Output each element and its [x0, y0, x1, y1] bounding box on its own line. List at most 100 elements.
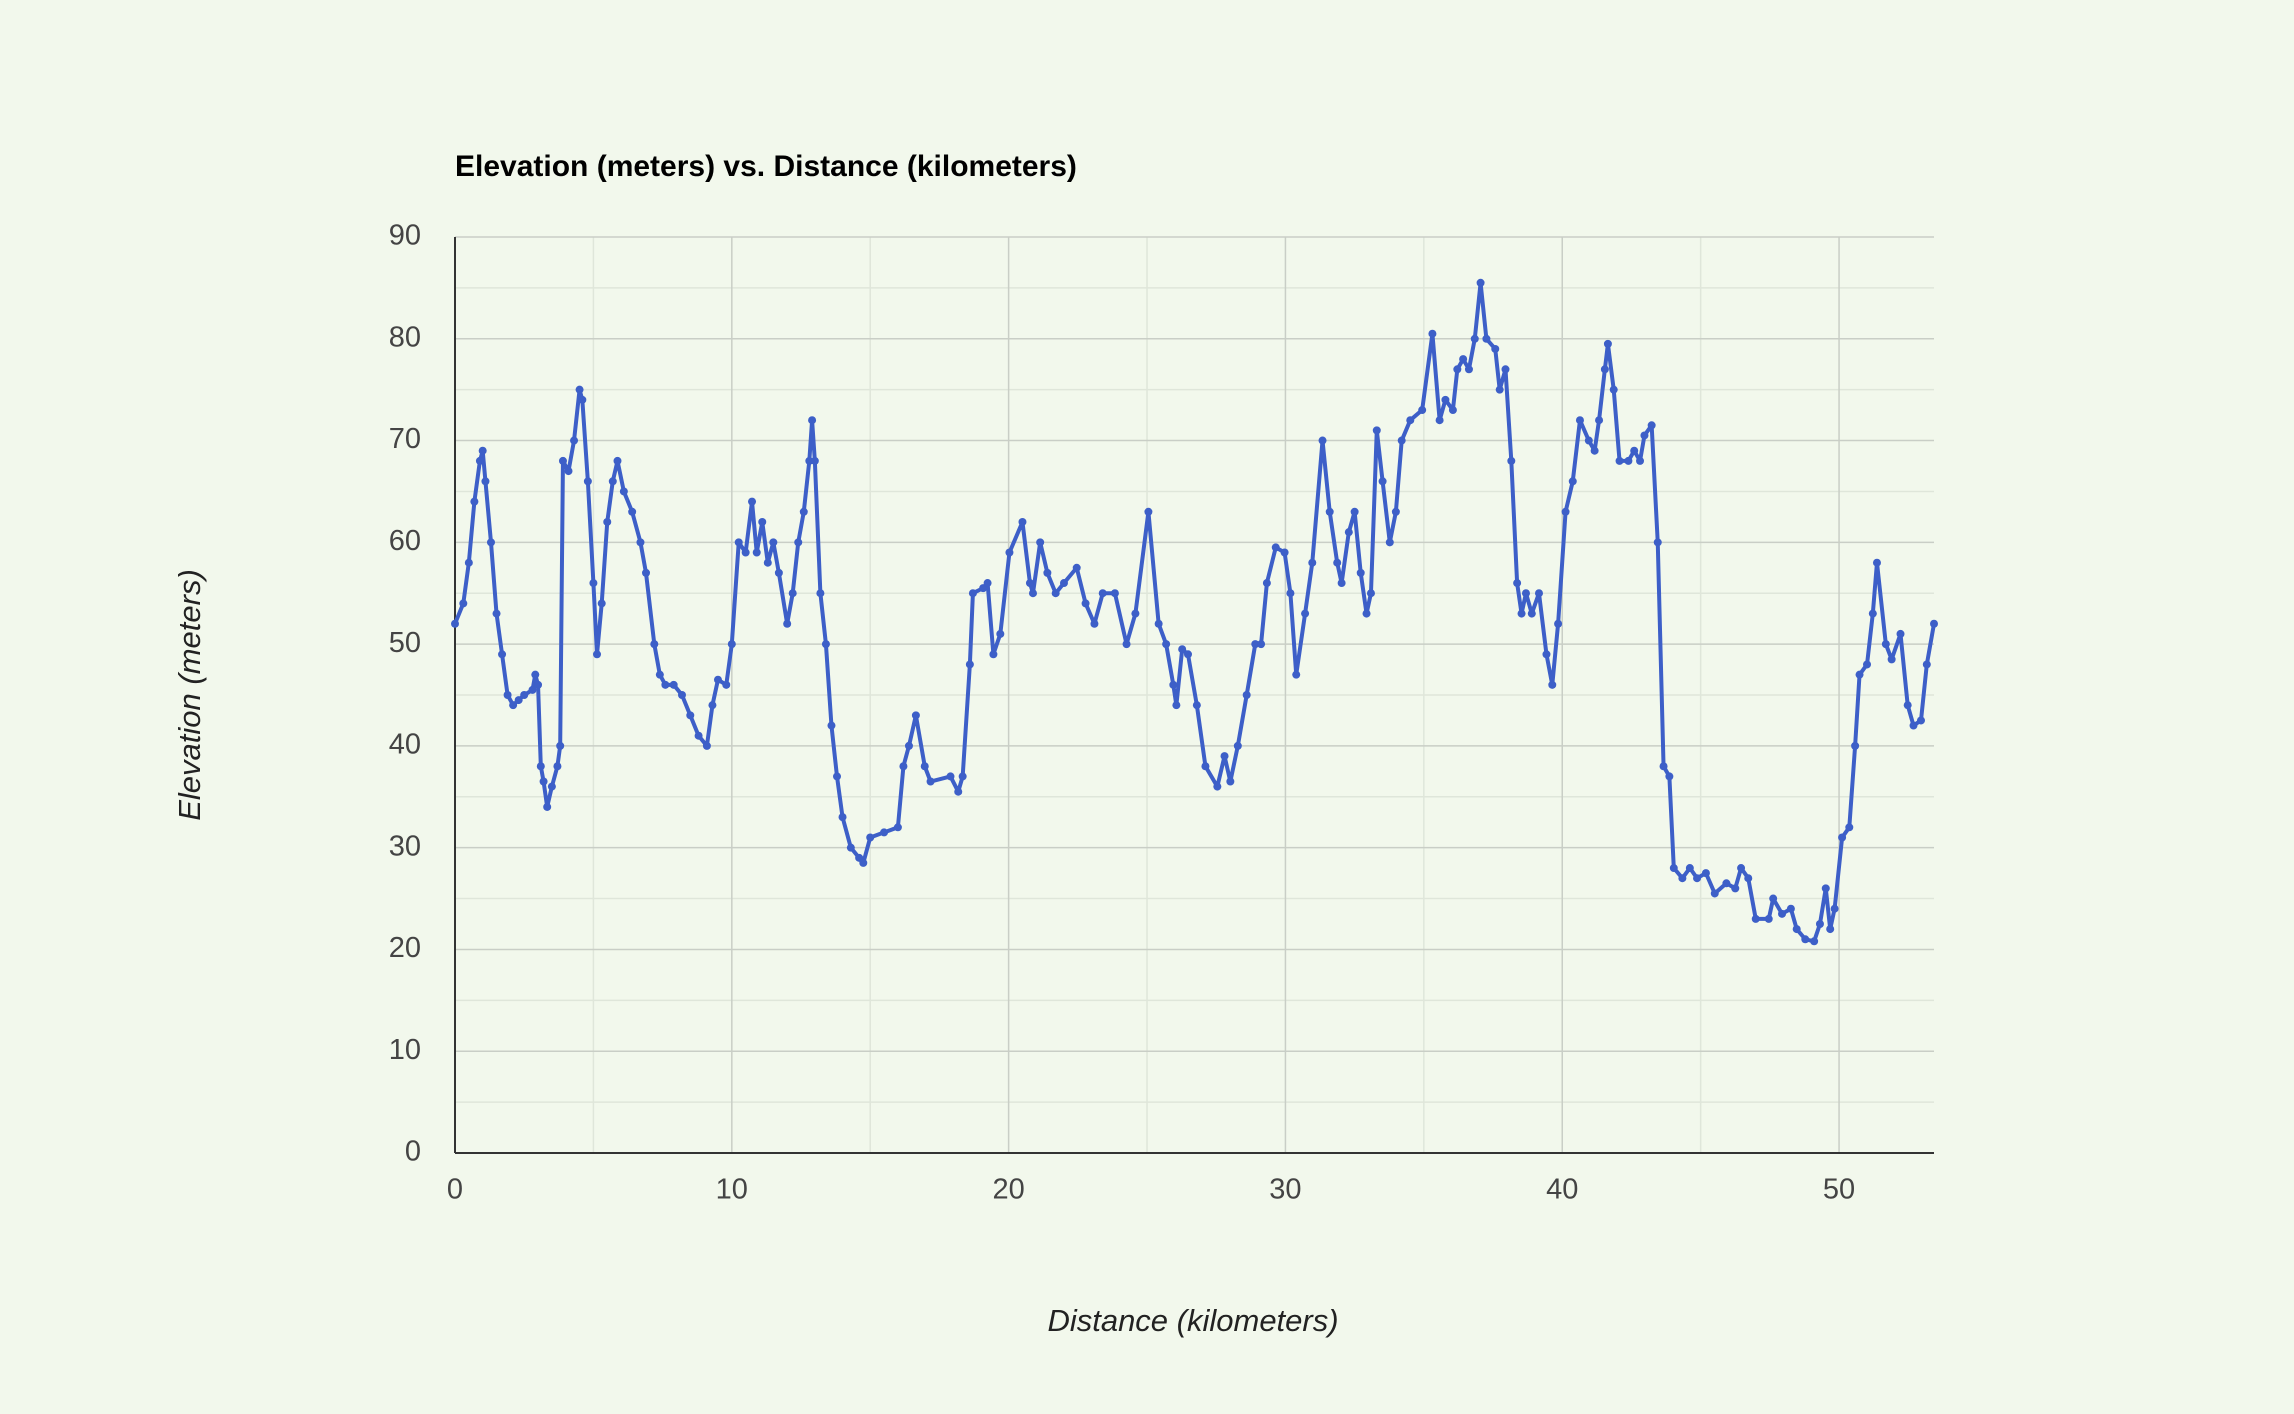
point	[1344, 528, 1353, 537]
y-tick-label: 10	[389, 1034, 421, 1066]
point	[805, 456, 814, 465]
point	[880, 828, 889, 837]
point	[702, 741, 711, 750]
point	[1513, 579, 1522, 588]
point	[564, 467, 573, 476]
point	[1464, 365, 1473, 374]
point	[451, 619, 459, 628]
point	[1110, 589, 1119, 598]
point	[1005, 548, 1014, 557]
point	[904, 741, 913, 750]
point	[794, 538, 803, 547]
x-axis-title: Distance (kilometers)	[1047, 1303, 1338, 1338]
point	[1665, 772, 1674, 781]
point	[1350, 507, 1359, 516]
point	[748, 497, 757, 506]
point	[534, 680, 543, 689]
point	[1233, 741, 1242, 750]
point	[838, 813, 847, 822]
point	[575, 385, 584, 394]
point	[1286, 589, 1295, 598]
point	[1406, 416, 1415, 425]
point	[475, 456, 484, 465]
point	[1226, 777, 1235, 786]
point	[1659, 762, 1668, 771]
point	[1603, 339, 1612, 348]
point	[1501, 365, 1510, 374]
point	[734, 538, 743, 547]
point	[788, 589, 797, 598]
point	[1751, 914, 1760, 923]
point	[1710, 889, 1719, 898]
point	[799, 507, 808, 516]
point	[1590, 446, 1599, 455]
point	[1242, 691, 1251, 699]
point	[1453, 365, 1462, 374]
point	[1568, 477, 1577, 486]
point	[531, 670, 540, 679]
point	[1826, 925, 1835, 934]
point	[1786, 904, 1795, 913]
point	[1521, 589, 1530, 598]
point	[1059, 579, 1068, 588]
point	[832, 772, 841, 781]
point	[893, 823, 902, 832]
y-tick-label: 80	[389, 321, 421, 353]
point	[1391, 507, 1400, 516]
point	[1018, 517, 1027, 526]
point	[553, 762, 562, 771]
point	[528, 685, 537, 694]
point	[478, 446, 487, 455]
point	[1810, 937, 1819, 946]
point	[1584, 436, 1593, 445]
point	[536, 762, 545, 771]
point	[1838, 833, 1847, 842]
point	[1036, 538, 1045, 547]
point	[1144, 507, 1153, 516]
point	[1778, 909, 1787, 918]
point	[1737, 864, 1746, 873]
point	[1428, 329, 1437, 338]
point	[866, 833, 875, 842]
point	[1251, 640, 1260, 649]
point	[708, 701, 717, 710]
y-tick-label: 50	[389, 627, 421, 659]
point	[1903, 701, 1912, 710]
point	[539, 777, 548, 786]
point	[650, 640, 659, 649]
point	[608, 477, 617, 486]
point	[816, 589, 825, 598]
point	[1636, 456, 1645, 465]
point	[899, 762, 908, 771]
point	[1624, 456, 1633, 465]
point	[713, 675, 722, 684]
point	[1554, 619, 1563, 628]
point	[1372, 426, 1381, 435]
point	[1845, 823, 1854, 832]
point	[808, 416, 817, 425]
point	[1561, 507, 1570, 516]
point	[1534, 589, 1543, 598]
point	[503, 691, 512, 699]
point	[492, 609, 501, 618]
point	[1318, 436, 1327, 445]
point	[752, 548, 761, 557]
point	[1397, 436, 1406, 445]
point	[1600, 365, 1609, 374]
point	[763, 558, 772, 567]
point	[498, 650, 507, 659]
y-tick-label: 60	[389, 525, 421, 557]
point	[1257, 640, 1266, 649]
point	[1292, 670, 1301, 679]
point	[1647, 421, 1656, 430]
point	[1028, 589, 1037, 598]
point	[570, 436, 579, 445]
point	[603, 517, 612, 526]
point	[1792, 925, 1801, 934]
point	[509, 701, 518, 710]
point	[1801, 935, 1810, 944]
y-tick-label: 0	[405, 1136, 421, 1168]
point	[769, 538, 778, 547]
point	[1178, 645, 1187, 654]
point	[1769, 894, 1778, 903]
